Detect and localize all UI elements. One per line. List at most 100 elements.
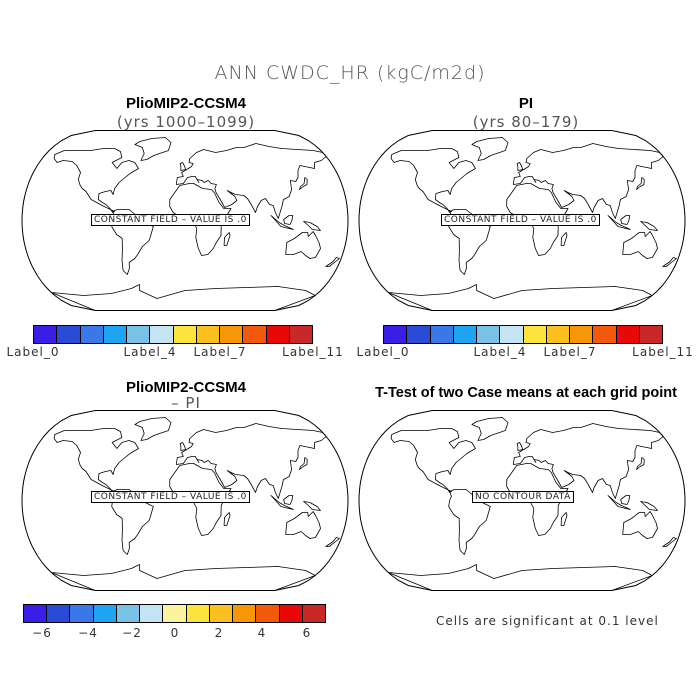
color-box bbox=[34, 326, 58, 343]
colorbar-panel2: Label_0 Label_4 Label_7 Label_11 bbox=[356, 325, 693, 361]
colorbar-boxes bbox=[383, 325, 663, 344]
colorbar-label: −6 bbox=[32, 626, 52, 640]
color-box bbox=[453, 326, 477, 343]
color-box bbox=[243, 326, 267, 343]
color-box bbox=[233, 605, 257, 622]
color-box bbox=[127, 326, 151, 343]
coastline-borneo bbox=[283, 215, 294, 225]
color-box bbox=[47, 605, 71, 622]
coastline-madagascar bbox=[560, 232, 568, 246]
colorbar-label: Label_7 bbox=[193, 345, 247, 359]
colorbar-panel3: −6 −4 −2 0 2 4 6 bbox=[23, 604, 326, 642]
color-box bbox=[24, 605, 48, 622]
coastline-japan bbox=[299, 457, 308, 470]
colorbar-label: −4 bbox=[78, 626, 98, 640]
colorbar-label: −2 bbox=[122, 626, 142, 640]
color-box bbox=[140, 605, 164, 622]
color-box bbox=[70, 605, 94, 622]
color-box bbox=[163, 605, 187, 622]
coastline-madagascar bbox=[223, 512, 231, 526]
colorbar-label: Label_11 bbox=[632, 345, 694, 359]
panel1-title: PlioMIP2-CCSM4 bbox=[125, 95, 246, 112]
coastline-antarctica bbox=[50, 284, 316, 311]
color-box bbox=[279, 605, 303, 622]
coastline-eurasia bbox=[175, 143, 327, 219]
coastline-borneo bbox=[283, 495, 294, 505]
panel3-title: PlioMIP2-CCSM4 bbox=[125, 379, 246, 396]
color-box bbox=[266, 326, 290, 343]
coastline-new-zealand bbox=[662, 257, 677, 267]
coastline-eurasia bbox=[512, 423, 664, 499]
colorbar-label: Label_0 bbox=[356, 345, 410, 359]
coastline-uk bbox=[179, 162, 187, 171]
colorbar-label: Label_4 bbox=[473, 345, 527, 359]
color-box bbox=[116, 605, 141, 622]
color-box bbox=[256, 605, 280, 622]
coastline-antarctica bbox=[387, 284, 653, 311]
coastline-uk bbox=[516, 162, 524, 171]
color-box bbox=[593, 326, 617, 343]
coastline-australia bbox=[622, 231, 658, 259]
panel3-message: CONSTANT FIELD – VALUE IS .0 bbox=[91, 491, 250, 503]
color-box bbox=[477, 326, 501, 343]
coastline-madagascar bbox=[560, 512, 568, 526]
coastline-borneo bbox=[620, 215, 631, 225]
coastline-japan bbox=[636, 177, 645, 190]
colorbar-label: Label_7 bbox=[543, 345, 597, 359]
coastline-new-guinea bbox=[303, 221, 321, 231]
coastline-eurasia bbox=[512, 143, 664, 219]
significance-note: Cells are significant at 0.1 level bbox=[436, 614, 659, 628]
color-box bbox=[407, 326, 431, 343]
color-box bbox=[80, 326, 104, 343]
coastline-new-zealand bbox=[325, 537, 340, 547]
coastline-australia bbox=[622, 511, 658, 539]
coastline-greenland bbox=[134, 137, 172, 161]
figure-title: ANN CWDC_HR (kgC/m2d) bbox=[214, 62, 486, 84]
color-box bbox=[220, 326, 244, 343]
coastline-greenland bbox=[134, 417, 172, 441]
color-box bbox=[570, 326, 594, 343]
coastline-north-america bbox=[390, 148, 476, 213]
coastline-north-america bbox=[53, 148, 139, 213]
coastline-indonesia bbox=[270, 215, 294, 230]
color-box bbox=[196, 326, 220, 343]
coastline-greenland bbox=[471, 137, 509, 161]
panel2-subtitle: (yrs 80–179) bbox=[472, 113, 580, 131]
panel3-subtitle: – PI bbox=[171, 394, 201, 412]
color-box bbox=[546, 326, 570, 343]
color-box bbox=[500, 326, 524, 343]
coastline-antarctica bbox=[387, 564, 653, 591]
coastline-uk bbox=[516, 442, 524, 451]
color-box bbox=[289, 326, 312, 343]
color-box bbox=[173, 326, 197, 343]
color-box bbox=[639, 326, 662, 343]
coastline-new-zealand bbox=[325, 257, 340, 267]
color-box bbox=[93, 605, 117, 622]
colorbar-panel1: Label_0 Label_4 Label_7 Label_11 bbox=[6, 325, 343, 361]
color-box bbox=[302, 605, 326, 622]
coastline-indonesia bbox=[270, 495, 294, 510]
colorbar-label: 0 bbox=[170, 626, 180, 640]
colorbar-label: 2 bbox=[214, 626, 224, 640]
color-box bbox=[384, 326, 408, 343]
coastline-indonesia bbox=[607, 215, 631, 230]
color-box bbox=[209, 605, 234, 622]
coastline-new-guinea bbox=[640, 221, 658, 231]
coastline-japan bbox=[299, 177, 308, 190]
panel1-message: CONSTANT FIELD – VALUE IS .0 bbox=[91, 214, 250, 226]
panel2-message: CONSTANT FIELD – VALUE IS .0 bbox=[441, 214, 600, 226]
colorbar-label: Label_4 bbox=[123, 345, 177, 359]
coastline-japan bbox=[636, 457, 645, 470]
color-box bbox=[57, 326, 81, 343]
colorbar-boxes bbox=[23, 604, 326, 623]
coastline-uk bbox=[179, 442, 187, 451]
coastline-madagascar bbox=[223, 232, 231, 246]
color-box bbox=[186, 605, 210, 622]
colorbar-label: Label_0 bbox=[6, 345, 60, 359]
colorbar-boxes bbox=[33, 325, 313, 344]
color-box bbox=[616, 326, 640, 343]
color-box bbox=[103, 326, 127, 343]
panel4-message: NO CONTOUR DATA bbox=[472, 491, 574, 503]
panel1-subtitle: (yrs 1000–1099) bbox=[116, 113, 256, 131]
coastline-north-america bbox=[390, 428, 476, 493]
